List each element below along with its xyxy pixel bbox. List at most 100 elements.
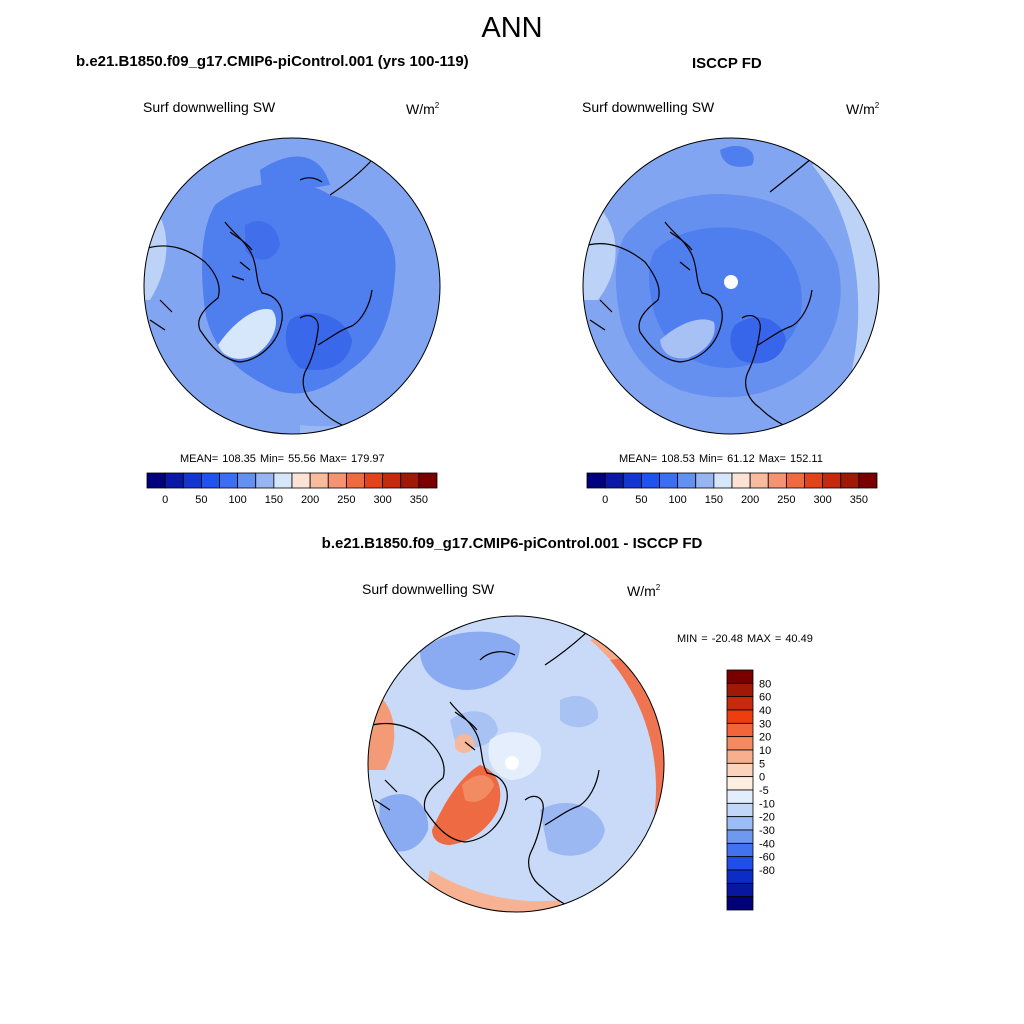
colorbar-panel-2: 0 50 100 150 200 250 300 350 <box>586 472 878 506</box>
panel-3-colorbar-tick-label: 5 <box>759 758 765 770</box>
panel-2-colorbar-box <box>604 472 624 489</box>
map-obs-border <box>582 137 880 435</box>
panel-2-colorbar-box <box>840 472 860 489</box>
panel-2-title: ISCCP FD <box>692 55 762 72</box>
panel-3-colorbar-tick-label: 40 <box>759 705 771 717</box>
panel-3-colorbar-box <box>726 842 754 858</box>
panel-2-variable: Surf downwelling SW <box>582 99 715 115</box>
panel-2-units: W/m2 <box>846 101 880 117</box>
panel-3-colorbar-box <box>726 696 754 711</box>
map-diff-border <box>367 615 665 913</box>
panel-3-colorbar-box <box>726 856 754 871</box>
panel-2-colorbar-tick-label: 0 <box>602 494 608 506</box>
panel-3-colorbar-tick-label: 60 <box>759 692 771 704</box>
map-diff <box>368 616 664 912</box>
panel-1-colorbar-box <box>418 472 438 489</box>
panel-2-colorbar-box <box>713 472 733 489</box>
panel-1-title: b.e21.B1850.f09_g17.CMIP6-piControl.001 … <box>76 53 469 70</box>
panel-1-colorbar-box <box>364 472 384 489</box>
panel-1-colorbar-box <box>237 472 257 489</box>
panel-1-colorbar-tick-label: 0 <box>162 494 168 506</box>
panel-3-colorbar-box <box>726 869 754 884</box>
panel-1-colorbar-box <box>146 472 166 489</box>
colorbar-panel-1: 0 50 100 150 200 250 300 350 <box>146 472 438 506</box>
panel-3-colorbar-tick-label: 10 <box>759 745 771 757</box>
panel-2-colorbar-tick-label: 150 <box>705 494 723 506</box>
panel-1-colorbar-box <box>291 472 311 489</box>
panel-1-variable: Surf downwelling SW <box>143 99 276 115</box>
panel-2-stats: MEAN= 108.53 Min= 61.12 Max= 152.11 <box>619 453 823 465</box>
panel-2-colorbar-box <box>659 472 679 489</box>
panel-1-colorbar-tick-label: 50 <box>195 494 207 506</box>
panel-3-colorbar-box <box>726 896 754 911</box>
panel-3-colorbar-tick-label: -60 <box>759 852 775 864</box>
panel-3-colorbar-tick-label: 80 <box>759 678 771 690</box>
panel-1-colorbar-tick-label: 350 <box>410 494 428 506</box>
panel-2-colorbar-box <box>695 472 715 489</box>
panel-2-colorbar-box <box>804 472 824 489</box>
panel-3-colorbar-tick-label: -20 <box>759 812 775 824</box>
panel-1-colorbar-tick-label: 100 <box>228 494 246 506</box>
panel-3-colorbar-box <box>726 776 754 791</box>
panel-3-colorbar-tick-label: -5 <box>759 785 769 797</box>
panel-3-colorbar-tick-label: 20 <box>759 732 771 744</box>
panel-2-colorbar-box <box>731 472 751 489</box>
panel-3-colorbar-box <box>726 709 754 724</box>
panel-2-colorbar-tick-label: 250 <box>777 494 795 506</box>
panel-3-colorbar-tick-label: -40 <box>759 838 775 850</box>
panel-1-colorbar-box <box>164 472 184 489</box>
panel-3-colorbar-tick-label: 0 <box>759 772 765 784</box>
panel-2-colorbar-tick-label: 100 <box>668 494 686 506</box>
panel-3-colorbar-box <box>726 882 754 898</box>
panel-1-colorbar-tick-label: 250 <box>337 494 355 506</box>
panel-3-variable: Surf downwelling SW <box>362 581 495 597</box>
panel-3-colorbar-box <box>726 762 754 778</box>
panel-1-colorbar-box <box>273 472 293 489</box>
panel-2-colorbar-box <box>586 472 606 489</box>
panel-3-colorbar-tick-label: -10 <box>759 798 775 810</box>
panel-3-colorbar-box <box>726 722 754 738</box>
panel-2-colorbar-box <box>785 472 805 489</box>
panel-1-colorbar-box <box>182 472 202 489</box>
panel-3-colorbar-box <box>726 736 754 751</box>
panel-3-colorbar-box <box>726 829 754 844</box>
panel-2-colorbar-box <box>822 472 842 489</box>
panel-1-colorbar-box <box>345 472 365 489</box>
map-model-border <box>143 137 441 435</box>
panel-3-colorbar-box <box>726 816 754 831</box>
panel-3-colorbar-box <box>726 682 754 698</box>
panel-3-title: b.e21.B1850.f09_g17.CMIP6-piControl.001 … <box>321 535 703 552</box>
map-model <box>144 138 440 434</box>
panel-2-colorbar-tick-label: 350 <box>850 494 868 506</box>
panel-2-colorbar-tick-label: 300 <box>813 494 831 506</box>
panel-2-colorbar-tick-label: 200 <box>741 494 759 506</box>
panel-1-colorbar-tick-label: 150 <box>265 494 283 506</box>
panel-3-colorbar-tick-label: -80 <box>759 865 775 877</box>
panel-2-colorbar-box <box>749 472 769 489</box>
panel-2-colorbar-box <box>622 472 642 489</box>
panel-1-colorbar-box <box>400 472 420 489</box>
panel-2-colorbar-box <box>858 472 878 489</box>
panel-3-colorbar-tick-label: -30 <box>759 825 775 837</box>
panel-3-colorbar-box <box>726 789 754 804</box>
page-title: ANN <box>481 12 543 44</box>
panel-1-colorbar-box <box>382 472 402 489</box>
panel-1-colorbar-tick-label: 200 <box>301 494 319 506</box>
panel-3-colorbar-box <box>726 802 754 818</box>
panel-3-stats: MIN = -20.48 MAX = 40.49 <box>677 633 813 645</box>
map-obs <box>583 138 879 434</box>
panel-1-colorbar-tick-label: 300 <box>373 494 391 506</box>
panel-3-colorbar-box <box>726 669 754 684</box>
panel-1-units: W/m2 <box>406 101 440 117</box>
panel-2-colorbar-box <box>767 472 787 489</box>
panel-2-colorbar-tick-label: 50 <box>635 494 647 506</box>
panel-3-colorbar-tick-label: 30 <box>759 718 771 730</box>
panel-1-colorbar-box <box>200 472 220 489</box>
panel-3-colorbar-box <box>726 749 754 764</box>
panel-1-colorbar-box <box>255 472 275 489</box>
panel-1-colorbar-box <box>327 472 347 489</box>
panel-3-units: W/m2 <box>627 583 661 599</box>
panel-1-colorbar-box <box>309 472 329 489</box>
